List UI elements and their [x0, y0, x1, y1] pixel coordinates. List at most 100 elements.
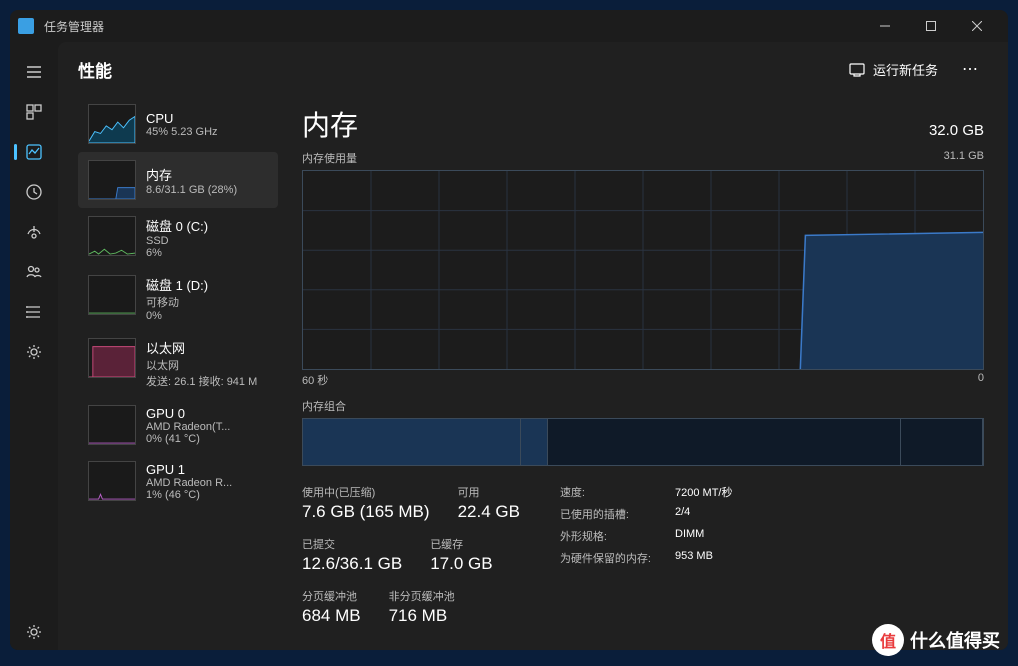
nav-app-history[interactable] — [14, 174, 54, 210]
spec-value: 953 MB — [675, 550, 732, 566]
compo-segment — [521, 419, 548, 465]
side-sub: 以太网 — [146, 357, 257, 373]
stat-value: 716 MB — [389, 606, 455, 626]
side-title: 磁盘 0 (C:) — [146, 216, 208, 235]
stat-block: 已缓存 17.0 GB — [430, 536, 492, 574]
close-button[interactable] — [954, 10, 1000, 42]
sidebar-item-gpu0[interactable]: GPU 0AMD Radeon(T...0% (41 °C) — [78, 397, 278, 453]
stat-block: 使用中(已压缩) 7.6 GB (165 MB) — [302, 484, 430, 522]
stat-value: 12.6/36.1 GB — [302, 554, 402, 574]
side-title: GPU 1 — [146, 462, 232, 477]
watermark-text: 什么值得买 — [910, 627, 1000, 653]
stat-label: 已提交 — [302, 536, 402, 552]
composition-label: 内存组合 — [302, 398, 984, 414]
side-title: GPU 0 — [146, 406, 230, 421]
memory-composition-bar — [302, 418, 984, 466]
stat-label: 可用 — [458, 484, 520, 500]
titlebar: 任务管理器 — [10, 10, 1008, 42]
nav-performance[interactable] — [14, 134, 54, 170]
nav-details[interactable] — [14, 294, 54, 330]
side-title: CPU — [146, 111, 218, 126]
more-button[interactable]: ⋯ — [952, 51, 988, 87]
stat-block: 非分页缓冲池 716 MB — [389, 588, 455, 626]
side-sub: 可移动 — [146, 294, 208, 310]
x-axis-left: 60 秒 — [302, 372, 328, 388]
app-icon — [18, 18, 34, 34]
compo-segment — [901, 419, 983, 465]
nav-startup[interactable] — [14, 214, 54, 250]
memory-detail: 内存 32.0 GB 内存使用量 31.1 GB 60 秒 0 内存组合 — [278, 96, 1008, 650]
detail-title: 内存 — [302, 104, 358, 144]
stat-value: 22.4 GB — [458, 502, 520, 522]
side-sub: SSD — [146, 235, 208, 247]
stats-right: 速度:7200 MT/秒已使用的插槽:2/4外形规格:DIMM为硬件保留的内存:… — [560, 484, 733, 626]
content: 性能 运行新任务 ⋯ CPU45% 5.23 GHz内存8.6/31.1 GB … — [10, 42, 1008, 650]
sidebar-item-disk0[interactable]: 磁盘 0 (C:)SSD6% — [78, 208, 278, 267]
spec-value: 7200 MT/秒 — [675, 484, 732, 500]
body: CPU45% 5.23 GHz内存8.6/31.1 GB (28%)磁盘 0 (… — [58, 96, 1008, 650]
sidebar-item-mem[interactable]: 内存8.6/31.1 GB (28%) — [78, 152, 278, 208]
perf-sidebar: CPU45% 5.23 GHz内存8.6/31.1 GB (28%)磁盘 0 (… — [78, 96, 278, 650]
window-title: 任务管理器 — [44, 18, 862, 35]
stat-block: 已提交 12.6/36.1 GB — [302, 536, 402, 574]
detail-total: 32.0 GB — [929, 122, 984, 139]
page-title: 性能 — [78, 57, 839, 82]
spec-key: 已使用的插槽: — [560, 506, 651, 522]
spec-value: 2/4 — [675, 506, 732, 522]
task-manager-window: 任务管理器 性能 运行新任务 ⋯ — [10, 10, 1008, 650]
stat-label: 已缓存 — [430, 536, 492, 552]
stat-value: 7.6 GB (165 MB) — [302, 502, 430, 522]
nav-processes[interactable] — [14, 94, 54, 130]
stats-left: 使用中(已压缩) 7.6 GB (165 MB) 可用 22.4 GB 已提交 12.6/… — [302, 484, 520, 626]
sidebar-item-gpu1[interactable]: GPU 1AMD Radeon R...1% (46 °C) — [78, 453, 278, 509]
spec-key: 为硬件保留的内存: — [560, 550, 651, 566]
side-title: 内存 — [146, 165, 237, 184]
side-sub: AMD Radeon(T... — [146, 421, 230, 433]
side-sub: 45% 5.23 GHz — [146, 126, 218, 138]
stat-label: 分页缓冲池 — [302, 588, 361, 604]
thumb-mem — [88, 160, 136, 200]
side-sub: AMD Radeon R... — [146, 477, 232, 489]
side-title: 磁盘 1 (D:) — [146, 275, 208, 294]
compo-segment — [548, 419, 902, 465]
thumb-disk0 — [88, 216, 136, 256]
thumb-disk1 — [88, 275, 136, 315]
stats: 使用中(已压缩) 7.6 GB (165 MB) 可用 22.4 GB 已提交 12.6/… — [302, 484, 984, 626]
side-sub: 8.6/31.1 GB (28%) — [146, 184, 237, 196]
stat-block: 分页缓冲池 684 MB — [302, 588, 361, 626]
page-header: 性能 运行新任务 ⋯ — [58, 42, 1008, 96]
side-sub2: 0% (41 °C) — [146, 433, 230, 445]
maximize-button[interactable] — [908, 10, 954, 42]
nav-services[interactable] — [14, 334, 54, 370]
sidebar-item-disk1[interactable]: 磁盘 1 (D:)可移动0% — [78, 267, 278, 330]
thumb-gpu0 — [88, 405, 136, 445]
thumb-cpu — [88, 104, 136, 144]
side-sub2: 1% (46 °C) — [146, 489, 232, 501]
stat-label: 非分页缓冲池 — [389, 588, 455, 604]
spec-key: 外形规格: — [560, 528, 651, 544]
stat-block: 可用 22.4 GB — [458, 484, 520, 522]
stat-value: 684 MB — [302, 606, 361, 626]
memory-usage-chart — [302, 170, 984, 370]
thumb-eth — [88, 338, 136, 378]
stat-value: 17.0 GB — [430, 554, 492, 574]
side-title: 以太网 — [146, 338, 257, 357]
run-task-icon — [849, 61, 865, 77]
watermark-badge-icon: 值 — [872, 624, 904, 656]
side-sub2: 6% — [146, 247, 208, 259]
sidebar-item-cpu[interactable]: CPU45% 5.23 GHz — [78, 96, 278, 152]
minimize-button[interactable] — [862, 10, 908, 42]
thumb-gpu1 — [88, 461, 136, 501]
watermark: 值 什么值得买 — [872, 624, 1000, 656]
sidebar-item-eth[interactable]: 以太网以太网发送: 26.1 接收: 941 M — [78, 330, 278, 397]
nav-users[interactable] — [14, 254, 54, 290]
compo-segment — [303, 419, 521, 465]
spec-value: DIMM — [675, 528, 732, 544]
nav-settings[interactable] — [14, 614, 54, 650]
run-task-label: 运行新任务 — [873, 60, 938, 79]
hamburger-button[interactable] — [14, 54, 54, 90]
stat-label: 使用中(已压缩) — [302, 484, 430, 500]
main-panel: 性能 运行新任务 ⋯ CPU45% 5.23 GHz内存8.6/31.1 GB … — [58, 42, 1008, 650]
run-task-button[interactable]: 运行新任务 — [839, 54, 948, 85]
usage-label: 内存使用量 — [302, 150, 357, 166]
